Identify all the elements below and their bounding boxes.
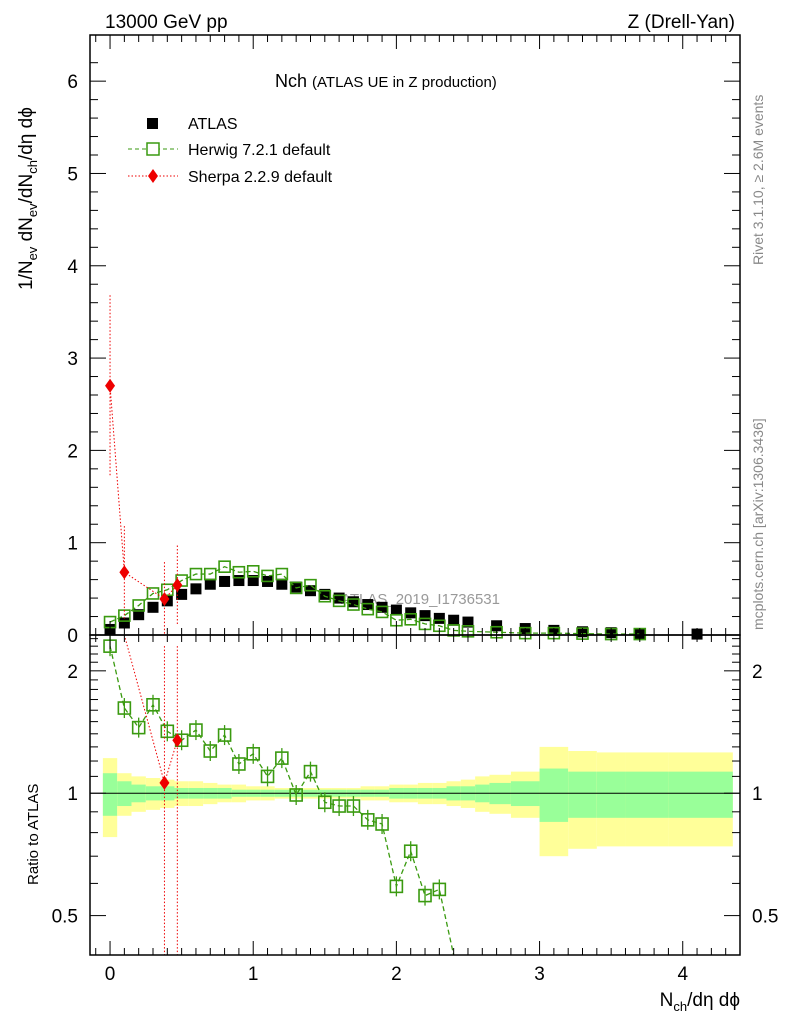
x-axis-label: Nch/dη dϕ (660, 990, 740, 1014)
sherpa-point (119, 565, 130, 580)
herwig-point (246, 565, 260, 578)
herwig-point (161, 583, 174, 597)
atlas-point (247, 575, 259, 587)
herwig-point (189, 567, 203, 581)
herwig-point (232, 565, 246, 579)
y-tick-label: 5 (67, 164, 78, 185)
ratio-tick-label-right: 0.5 (752, 907, 778, 928)
ratio-tick-label-left: 2 (67, 662, 78, 683)
y-tick-label: 1 (67, 534, 78, 555)
atlas-point (204, 578, 216, 590)
atlas-point (376, 601, 388, 613)
herwig-line (109, 565, 640, 635)
herwig-point (218, 560, 231, 573)
ratio-tick-label-right: 2 (752, 662, 763, 683)
ratio-band-stat (568, 771, 597, 818)
ratio-tick-label-left: 1 (67, 784, 78, 805)
ratio-y-axis-label: Ratio to ATLAS (25, 784, 42, 885)
herwig-point (375, 605, 389, 619)
atlas-point (219, 575, 231, 587)
ratio-band-stat (102, 773, 118, 816)
x-tick-label: 4 (677, 964, 688, 985)
herwig-point (361, 602, 375, 616)
x-tick-label: 3 (534, 964, 545, 985)
y-tick-label: 3 (67, 349, 78, 370)
header-process: Z (Drell-Yan) (628, 12, 735, 33)
atlas-point (133, 609, 145, 621)
atlas-point (491, 620, 503, 632)
herwig-point (404, 613, 418, 626)
ratio-band-stat (596, 771, 626, 818)
herwig-point (304, 578, 317, 592)
atlas-point (347, 596, 359, 608)
atlas-point (390, 604, 402, 616)
atlas-point (448, 614, 460, 626)
y-tick-label: 6 (67, 72, 78, 93)
legend-marker-sherpa (148, 169, 158, 183)
rivet-label: Rivet 3.1.10, ≥ 2.6M events (750, 95, 766, 265)
ratio-band-stat (539, 768, 569, 822)
herwig-point (332, 594, 346, 608)
sherpa-ratio-point (159, 775, 170, 790)
sherpa-ratio-line (110, 634, 178, 785)
x-tick-label: 0 (105, 964, 116, 985)
atlas-point (147, 601, 159, 613)
ratio-frame (89, 634, 741, 956)
herwig-point (132, 599, 145, 612)
legend-label-herwig: Herwig 7.2.1 default (188, 142, 331, 159)
sherpa-ratio-point (172, 733, 183, 748)
x-tick-label: 2 (391, 964, 402, 985)
legend-label-sherpa: Sherpa 2.2.9 default (188, 169, 333, 186)
herwig-point (146, 587, 160, 600)
atlas-point (405, 607, 417, 619)
y-tick-label: 0 (67, 626, 78, 647)
atlas-point (190, 583, 202, 595)
herwig-point (203, 567, 217, 581)
atlas-point (319, 588, 331, 600)
sherpa-point (159, 592, 170, 606)
y-tick-label: 4 (67, 257, 78, 278)
atlas-point (118, 617, 130, 629)
ratio-tick-label-right: 1 (752, 784, 763, 805)
herwig-point (318, 589, 332, 603)
atlas-point (433, 612, 445, 624)
atlas-point (362, 599, 374, 611)
ratio-tick-label-left: 0.5 (52, 907, 78, 928)
atlas-point (419, 610, 431, 622)
mcplots-label: mcplots.cern.ch [arXiv:1306.3436] (750, 418, 766, 630)
sherpa-line (109, 385, 178, 600)
title-sub: (ATLAS UE in Z production) (312, 74, 497, 91)
legend-label-atlas: ATLAS (188, 116, 238, 133)
ratio-band-stat (668, 771, 733, 818)
herwig-point (261, 569, 274, 583)
legend: ATLAS Herwig 7.2.1 default Sherpa 2.2.9 … (128, 116, 333, 186)
atlas-point (462, 616, 474, 628)
atlas-point (276, 578, 288, 590)
legend-marker-atlas (147, 118, 158, 129)
y-axis-label: 1/Nev dNev/dNch/dη dϕ (16, 107, 40, 290)
title-main: Nch (275, 71, 307, 91)
herwig-point (347, 598, 360, 611)
chart-title: Nch (ATLAS UE in Z production) (275, 71, 497, 91)
x-tick-label: 1 (248, 964, 259, 985)
ratio-band-stat (625, 771, 669, 818)
atlas-point (333, 592, 345, 604)
y-tick-label: 2 (67, 441, 78, 462)
sherpa-point (172, 578, 183, 593)
atlas-point (290, 581, 302, 593)
legend-marker-herwig (146, 142, 160, 156)
herwig-point (289, 581, 303, 595)
atlas-point (233, 575, 245, 587)
herwig-point (275, 567, 289, 581)
header-energy: 13000 GeV pp (105, 12, 228, 33)
atlas-point (176, 588, 188, 600)
sherpa-point (105, 378, 116, 393)
